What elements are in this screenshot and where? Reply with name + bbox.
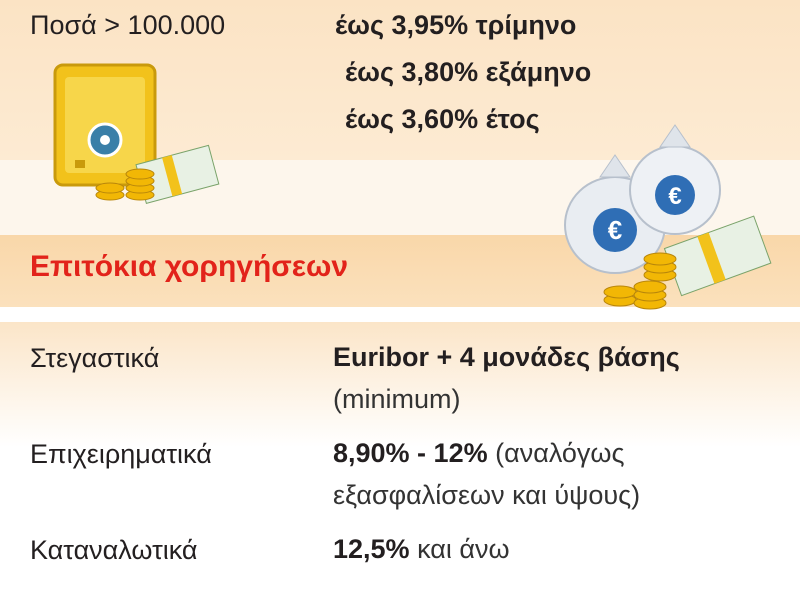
row-label: Στεγαστικά (30, 343, 160, 373)
row-value-main: 8,90% - 12% (333, 438, 488, 468)
loans-background (0, 322, 800, 600)
rate: έως 3,95% τρίμηνο (335, 10, 577, 40)
row-value-main: Euribor + 4 μονάδες βάσης (333, 342, 680, 372)
row-label: Επιχειρηματικά (30, 439, 212, 469)
svg-text:€: € (608, 215, 622, 245)
row-label: Καταναλωτικά (30, 535, 198, 565)
row-note: (αναλόγως εξασφαλίσεων και ύψους) (333, 438, 641, 510)
rate: έως 3,60% έτος (345, 104, 540, 134)
svg-text:€: € (668, 183, 681, 210)
row-value: 12,5% και άνω (333, 528, 773, 570)
row-value: 8,90% - 12% (αναλόγως εξασφαλίσεων και ύ… (333, 432, 773, 516)
euro-bags-icon: € € (564, 124, 772, 310)
safe-icon (53, 63, 220, 204)
row-value-main: 12,5% (333, 534, 410, 564)
row-note: (minimum) (333, 384, 461, 414)
row-value: Euribor + 4 μονάδες βάσης (minimum) (333, 336, 773, 420)
rate: έως 3,80% εξάμηνο (345, 57, 592, 87)
amount-label: Ποσά > 100.000 (30, 10, 226, 40)
row-note: και άνω (417, 534, 510, 564)
loans-title: Επιτόκια χορηγήσεων (30, 250, 349, 283)
